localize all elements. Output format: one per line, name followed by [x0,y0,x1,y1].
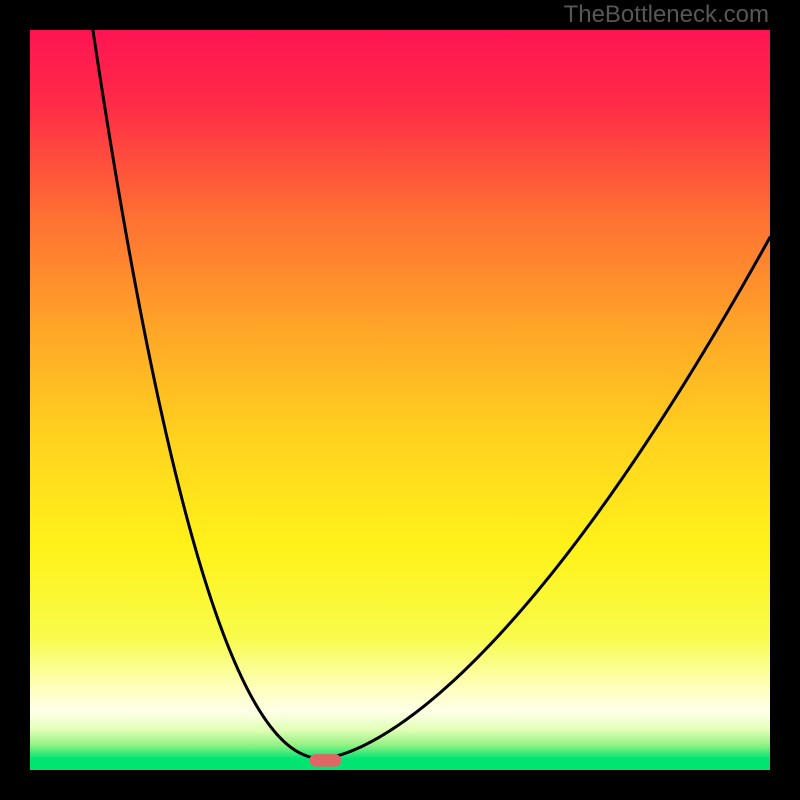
chart-svg [30,30,770,770]
gradient-background [30,30,770,770]
optimal-point-marker [309,754,341,767]
bottleneck-chart [30,30,770,770]
watermark-text: TheBottleneck.com [564,1,769,29]
